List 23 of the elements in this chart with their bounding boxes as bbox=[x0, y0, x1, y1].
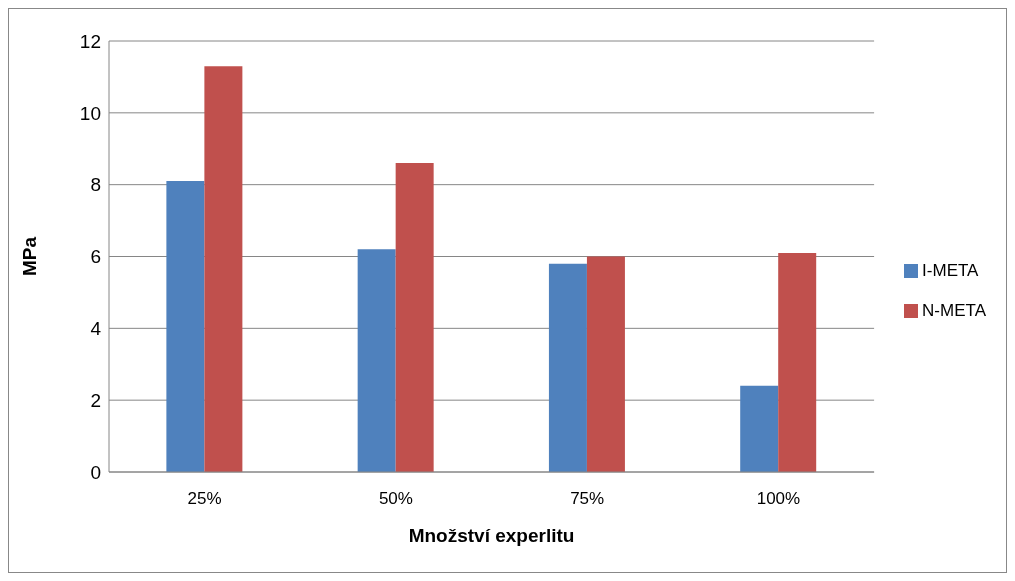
y-tick-label: 10 bbox=[79, 102, 101, 124]
x-tick-label: 25% bbox=[187, 489, 222, 509]
bar bbox=[204, 66, 243, 472]
y-tick-label: 4 bbox=[90, 318, 102, 340]
y-tick-label: 6 bbox=[90, 246, 101, 268]
legend-label: I-META bbox=[922, 260, 979, 280]
y-tick-label: 2 bbox=[90, 389, 101, 411]
bar bbox=[548, 263, 587, 472]
x-tick-label: 75% bbox=[570, 489, 605, 509]
bar bbox=[357, 249, 396, 472]
bar bbox=[395, 163, 434, 472]
y-axis-title: MPa bbox=[18, 236, 40, 277]
bar bbox=[166, 181, 205, 472]
x-axis-title: Množství experlitu bbox=[408, 525, 575, 546]
y-tick-label: 8 bbox=[90, 174, 101, 196]
y-tick-label: 12 bbox=[79, 30, 101, 52]
legend-label: N-META bbox=[922, 300, 986, 320]
x-tick-label: 50% bbox=[378, 489, 413, 509]
y-tick-label: 0 bbox=[90, 461, 101, 483]
bar bbox=[740, 385, 779, 472]
bar bbox=[586, 256, 625, 472]
x-tick-label: 100% bbox=[756, 489, 801, 509]
bar bbox=[778, 252, 817, 472]
